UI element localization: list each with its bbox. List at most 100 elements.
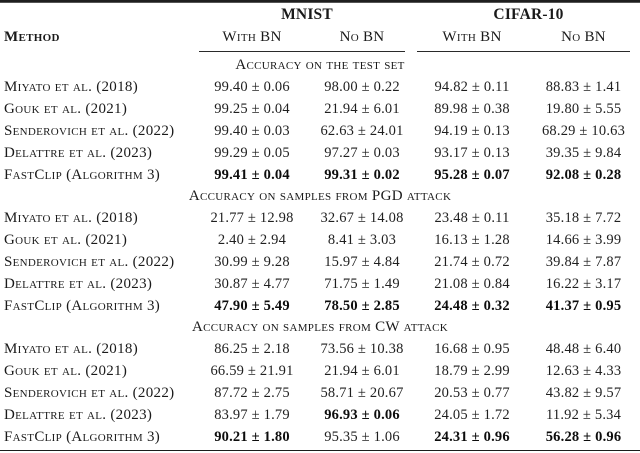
value-cell: 8.41 ± 3.03	[327, 231, 397, 248]
value-cell: 21.94 ± 6.01	[324, 100, 400, 117]
subcol-mnist-with-bn: With BN	[222, 28, 282, 45]
method-cell: Senderovich et al. (2022)	[4, 122, 175, 139]
value-cell: 11.92 ± 5.34	[545, 406, 622, 423]
value-cell: 78.50 ± 2.85	[324, 297, 400, 314]
method-cell: Delattre et al. (2023)	[4, 406, 153, 423]
method-column-header: Method	[4, 28, 60, 45]
cifar10-rule-cell	[417, 48, 640, 55]
table-row: Gouk et al. (2021) 99.25 ± 0.04 21.94 ± 6.…	[0, 98, 640, 120]
value-cell: 99.41 ± 0.04	[214, 166, 290, 183]
value-cell: 24.31 ± 0.96	[434, 428, 510, 445]
table-row: FastClip (Algorithm 3) 47.90 ± 5.49 78.50 …	[0, 295, 640, 317]
value-cell: 21.94 ± 6.01	[324, 362, 400, 379]
value-cell: 71.75 ± 1.49	[324, 275, 400, 292]
method-cell: Senderovich et al. (2022)	[4, 253, 175, 270]
value-cell: 12.63 ± 4.33	[545, 362, 622, 379]
method-cell: Gouk et al. (2021)	[4, 362, 128, 379]
value-cell: 94.19 ± 0.13	[434, 122, 510, 139]
table-row: Delattre et al. (2023) 99.29 ± 0.05 97.27 …	[0, 142, 640, 164]
table-row: Senderovich et al. (2022) 87.72 ± 2.75 58.…	[0, 382, 640, 404]
value-cell: 99.40 ± 0.03	[214, 122, 290, 139]
value-cell: 92.08 ± 0.28	[545, 166, 622, 183]
dataset-header-cifar10: CIFAR-10	[493, 5, 564, 23]
subcol-mnist-no-bn: No BN	[339, 28, 385, 45]
table-row: Gouk et al. (2021) 2.40 ± 2.94 8.41 ± 3.03…	[0, 229, 640, 251]
method-cell: Gouk et al. (2021)	[4, 231, 128, 248]
value-cell: 30.87 ± 4.77	[214, 275, 290, 292]
top-rule	[0, 0, 640, 3]
value-cell: 95.35 ± 1.06	[324, 428, 400, 445]
value-cell: 87.72 ± 2.75	[214, 384, 290, 401]
cifar10-column-rule	[417, 51, 631, 52]
subcolumn-header-row: Method With BN No BN With BN No BN	[0, 26, 640, 48]
method-cell: Miyato et al. (2018)	[4, 340, 139, 357]
value-cell: 41.37 ± 0.95	[545, 297, 622, 314]
section-header-row: Accuracy on samples from CW attack	[0, 317, 640, 338]
value-cell: 2.40 ± 2.94	[217, 231, 287, 248]
section-header-row: Accuracy on the test set	[0, 55, 640, 76]
value-cell: 56.28 ± 0.96	[545, 428, 622, 445]
value-cell: 99.40 ± 0.06	[214, 78, 290, 95]
value-cell: 19.80 ± 5.55	[545, 100, 622, 117]
table-row: Miyato et al. (2018) 99.40 ± 0.06 98.00 ± …	[0, 76, 640, 98]
dataset-header-mnist: MNIST	[281, 5, 333, 23]
mnist-rule-cell	[197, 48, 417, 55]
section-title: Accuracy on the test set	[235, 57, 405, 73]
table-row: Miyato et al. (2018) 21.77 ± 12.98 32.67 ±…	[0, 207, 640, 229]
value-cell: 58.71 ± 20.67	[320, 384, 404, 401]
value-cell: 16.22 ± 3.17	[545, 275, 622, 292]
value-cell: 16.13 ± 1.28	[434, 231, 510, 248]
value-cell: 62.63 ± 24.01	[320, 122, 404, 139]
value-cell: 23.48 ± 0.11	[434, 209, 510, 226]
value-cell: 15.97 ± 4.84	[324, 253, 400, 270]
value-cell: 66.59 ± 21.91	[210, 362, 294, 379]
value-cell: 24.05 ± 1.72	[434, 406, 510, 423]
value-cell: 32.67 ± 14.08	[320, 209, 404, 226]
value-cell: 20.53 ± 0.77	[434, 384, 510, 401]
value-cell: 73.56 ± 10.38	[320, 340, 404, 357]
value-cell: 21.08 ± 0.84	[434, 275, 510, 292]
table-row: Delattre et al. (2023) 30.87 ± 4.77 71.75 …	[0, 273, 640, 295]
value-cell: 96.93 ± 0.06	[324, 406, 400, 423]
table-row: FastClip (Algorithm 3) 90.21 ± 1.80 95.35 …	[0, 426, 640, 448]
value-cell: 83.97 ± 1.79	[214, 406, 290, 423]
section-header-row: Accuracy on samples from PGD attack	[0, 186, 640, 207]
subcol-cifar10-with-bn: With BN	[442, 28, 502, 45]
value-cell: 98.00 ± 0.22	[324, 78, 400, 95]
table-row: Senderovich et al. (2022) 99.40 ± 0.03 62.…	[0, 120, 640, 142]
section-title: Accuracy on samples from PGD attack	[188, 188, 452, 204]
value-cell: 39.35 ± 9.84	[545, 144, 622, 161]
value-cell: 14.66 ± 3.99	[545, 231, 622, 248]
value-cell: 86.25 ± 2.18	[214, 340, 290, 357]
value-cell: 35.18 ± 7.72	[545, 209, 622, 226]
value-cell: 48.48 ± 6.40	[545, 340, 622, 357]
bottom-rule	[0, 450, 640, 453]
value-cell: 99.25 ± 0.04	[214, 100, 290, 117]
method-cell: FastClip (Algorithm 3)	[4, 297, 161, 314]
results-table: MNIST CIFAR-10 Method With BN No BN With…	[0, 3, 640, 448]
value-cell: 94.82 ± 0.11	[434, 78, 510, 95]
method-cell: Delattre et al. (2023)	[4, 275, 153, 292]
method-cell: FastClip (Algorithm 3)	[4, 428, 161, 445]
method-cell: Gouk et al. (2021)	[4, 100, 128, 117]
table-row: Senderovich et al. (2022) 30.99 ± 9.28 15.…	[0, 251, 640, 273]
value-cell: 89.98 ± 0.38	[434, 100, 510, 117]
table-row: FastClip (Algorithm 3) 99.41 ± 0.04 99.31 …	[0, 164, 640, 186]
value-cell: 90.21 ± 1.80	[214, 428, 290, 445]
table-row: Miyato et al. (2018) 86.25 ± 2.18 73.56 ± …	[0, 338, 640, 360]
table-row: Delattre et al. (2023) 83.97 ± 1.79 96.93 …	[0, 404, 640, 426]
value-cell: 24.48 ± 0.32	[434, 297, 510, 314]
value-cell: 99.29 ± 0.05	[214, 144, 290, 161]
method-cell: FastClip (Algorithm 3)	[4, 166, 161, 183]
method-cell: Delattre et al. (2023)	[4, 144, 153, 161]
value-cell: 43.82 ± 9.57	[545, 384, 622, 401]
value-cell: 16.68 ± 0.95	[434, 340, 510, 357]
header-rule-row	[0, 48, 640, 55]
subcol-cifar10-no-bn: No BN	[561, 28, 606, 45]
value-cell: 21.77 ± 12.98	[210, 209, 294, 226]
method-cell: Miyato et al. (2018)	[4, 209, 139, 226]
mnist-column-rule	[199, 51, 406, 52]
value-cell: 88.83 ± 1.41	[545, 78, 622, 95]
value-cell: 99.31 ± 0.02	[324, 166, 400, 183]
